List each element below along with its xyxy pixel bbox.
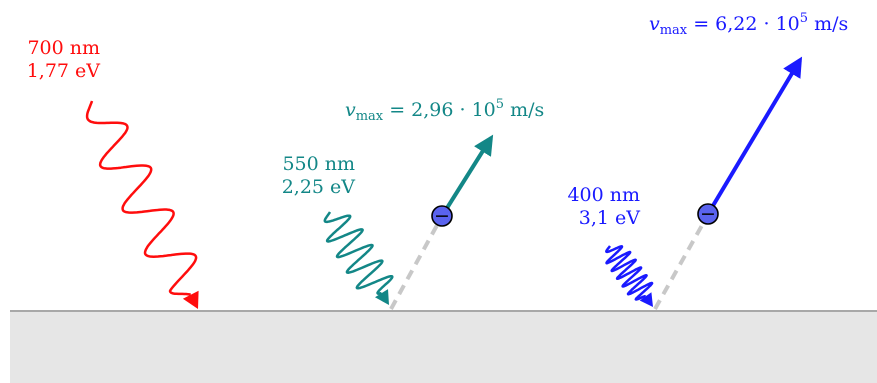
photon-arrowhead-teal xyxy=(375,289,389,305)
electron-velocity-arrow-teal xyxy=(440,134,494,218)
velocity-label-teal: vmax = 2,96 · 105 m/s xyxy=(345,97,544,124)
photon-energy-red: 1,77 eV xyxy=(27,60,101,82)
electron-path-dashed-teal xyxy=(389,217,443,310)
photon-wave-red xyxy=(85,100,198,296)
photon-energy-blue: 3,1 eV xyxy=(579,207,641,229)
electron-sign-teal: − xyxy=(434,205,450,227)
photon-energy-teal: 2,25 eV xyxy=(282,176,356,198)
photon-wavelength-teal: 550 nm xyxy=(282,153,355,175)
photon-wavelength-red: 700 nm xyxy=(27,37,100,59)
electron-teal: − xyxy=(431,205,453,227)
electron-path-dashed-blue xyxy=(653,219,707,310)
electron-sign-blue: − xyxy=(700,203,716,225)
metal-surface xyxy=(10,311,877,383)
photon-arrowhead-red xyxy=(182,290,199,309)
photon-wave-teal xyxy=(323,211,394,295)
photon-wavelength-blue: 400 nm xyxy=(567,184,640,206)
electron-velocity-arrow-blue xyxy=(706,56,803,216)
velocity-label-blue: vmax = 6,22 · 105 m/s xyxy=(649,11,848,38)
electron-blue: − xyxy=(697,203,719,225)
photon-wave-blue xyxy=(605,245,654,301)
photon-arrowhead-blue xyxy=(639,292,653,307)
